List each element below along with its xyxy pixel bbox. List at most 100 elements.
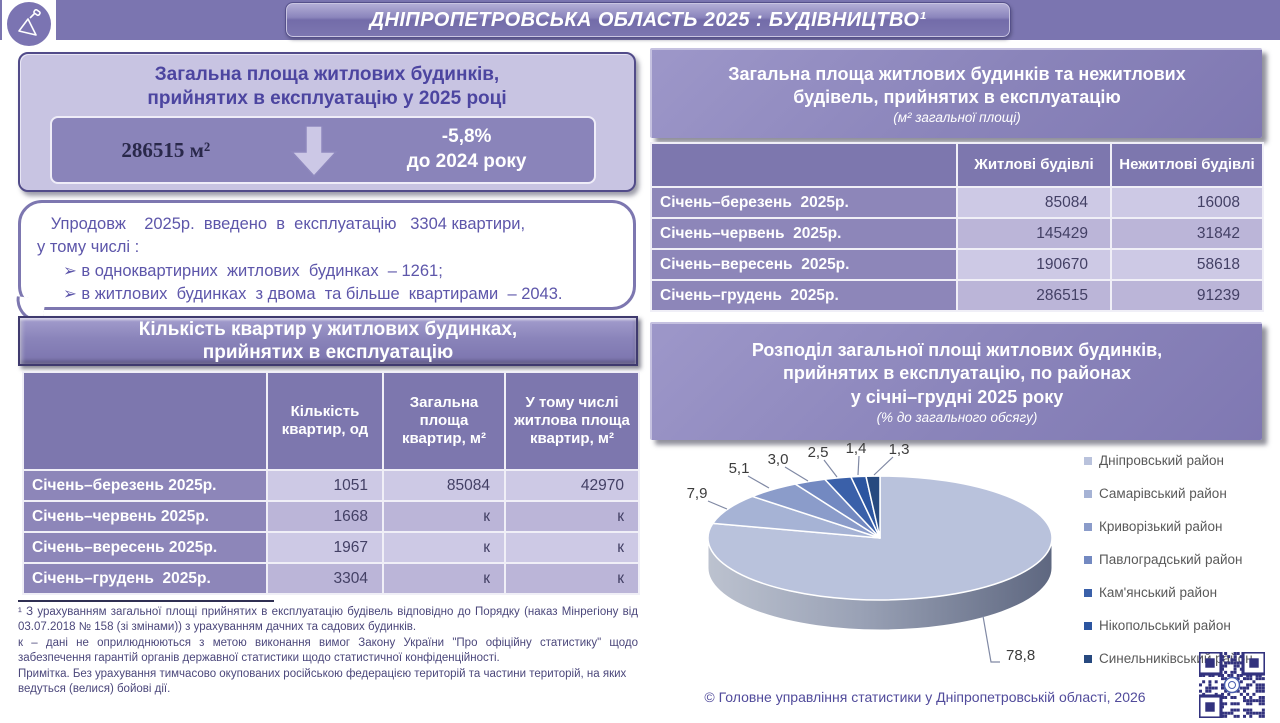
- change-percent: -5,8%: [441, 126, 492, 148]
- footnote-1: ¹ З урахуванням загальної площі прийняти…: [18, 606, 638, 634]
- pie-data-label: 1,3: [889, 441, 910, 458]
- cell-value: к: [382, 500, 506, 533]
- note-box: Упродовж 2025р. введено в експлуатацію 3…: [18, 200, 636, 310]
- trowel-icon: [7, 1, 51, 46]
- cell-value: 286515: [956, 279, 1112, 312]
- pie-legend: Дніпровський район Самарівський район Крив…: [1084, 444, 1278, 675]
- pie-data-label: 2,5: [808, 444, 829, 461]
- table-row: Січень–грудень 2025р. 286515 91239: [650, 279, 1264, 312]
- area-header-line1: Загальна площа житлових будинків та нежи…: [728, 63, 1186, 84]
- pie-data-label: 3,0: [768, 451, 789, 468]
- down-arrow-icon: [290, 125, 339, 183]
- note-bullet2: ➢ в житлових будинках з двома та більше …: [63, 285, 563, 304]
- area-header-line2: будівель, прийнятих в експлуатацію: [793, 87, 1121, 107]
- cell-value: 145429: [956, 217, 1112, 250]
- cell-value: к: [504, 500, 640, 533]
- note-line1: Упродовж 2025р. введено в експлуатацію 3…: [37, 215, 526, 233]
- cell-value: 42970: [504, 469, 640, 502]
- cell-value: к: [382, 562, 506, 595]
- pie-header-line2: прийнятих в експлуатацію, по районах: [782, 363, 1132, 384]
- row-label: Січень–вересень 2025р.: [650, 248, 958, 281]
- row-label: Січень–грудень 2025р.: [650, 279, 958, 312]
- cell-value: 58618: [1110, 248, 1264, 281]
- legend-item: Дніпровський район: [1084, 444, 1278, 477]
- table-row: Січень–березень 2025р. 1051 85084 42970: [22, 469, 640, 502]
- area-section-header: Загальна площа житлових будинків та нежи…: [650, 48, 1262, 138]
- table-row: Січень–червень 2025р. 145429 31842: [650, 217, 1264, 250]
- summary-title-line2: прийнятих в експлуатацію у 2025 році: [147, 87, 507, 109]
- legend-label: Павлоградський район: [1099, 552, 1243, 567]
- apartments-table: Кількість квартир, од Загальна площа ква…: [22, 371, 640, 595]
- page-title: ДНІПРОПЕТРОВСЬКА ОБЛАСТЬ 2025 : БУДІВНИЦ…: [369, 8, 927, 31]
- note-bullet1: ➢ в одноквартирних житлових будинках – 1…: [63, 261, 443, 280]
- leader-line: [873, 456, 894, 476]
- legend-label: Криворізький район: [1099, 519, 1223, 534]
- header-cell-residential: Житлові будівлі: [956, 142, 1112, 188]
- pie-chart: 78,8 7,9 5,1 3,0 2,5 1,4 1,3: [650, 438, 1110, 694]
- total-area-value: 286515 м²: [121, 137, 211, 162]
- header-cell-empty: [650, 142, 958, 188]
- pie-data-label: 5,1: [729, 460, 750, 477]
- cell-value: 1051: [266, 469, 384, 502]
- change-vs-previous-year: -5,8% до 2024 року: [350, 118, 583, 182]
- change-period: до 2024 року: [406, 151, 527, 172]
- row-label: Січень–березень 2025р.: [650, 186, 958, 219]
- header-cell-count: Кількість квартир, од: [266, 371, 384, 471]
- cell-value: 190670: [956, 248, 1112, 281]
- qr-code: [1197, 650, 1267, 720]
- legend-item: Нікопольський район: [1084, 609, 1278, 642]
- apartments-header-line2: прийнятих в експлуатацію: [202, 342, 454, 363]
- note-line2: у тому числі :: [37, 238, 140, 257]
- apartments-header-line1: Кількість квартир у житлових будинках,: [138, 318, 518, 340]
- cell-value: 85084: [956, 186, 1112, 219]
- legend-marker: [1084, 621, 1092, 630]
- row-label: Січень–вересень 2025р.: [22, 531, 268, 564]
- legend-item: Павлоградський район: [1084, 543, 1278, 576]
- footnote-3: Примітка. Без урахування тимчасово окупо…: [18, 667, 627, 696]
- legend-label: Самарівський район: [1099, 486, 1227, 501]
- pie-slice-1: [707, 475, 1053, 601]
- copyright-footer: © Головне управління статистики у Дніпро…: [704, 689, 1146, 705]
- table-row: Січень–вересень 2025р. 190670 58618: [650, 248, 1264, 281]
- header-cell-nonresidential: Нежитлові будівлі: [1110, 142, 1264, 188]
- cell-value: 1967: [266, 531, 384, 564]
- table-row: Січень–грудень 2025р. 3304 к к: [22, 562, 640, 595]
- title-bar: ДНІПРОПЕТРОВСЬКА ОБЛАСТЬ 2025 : БУДІВНИЦ…: [285, 2, 1011, 38]
- pie-slice-7: [865, 475, 881, 539]
- apartments-section-header: Кількість квартир у житлових будинках, п…: [18, 316, 638, 366]
- table-row: Січень–березень 2025р. 85084 16008: [650, 186, 1264, 219]
- pie-header-line3: у січні–грудні 2025 року: [850, 386, 1064, 407]
- area-header-subtitle: (м² загальної площі): [893, 110, 1021, 126]
- leader-line: [747, 475, 770, 489]
- legend-marker: [1084, 654, 1092, 663]
- pie-data-label: 78,8: [1006, 647, 1035, 664]
- table-row: Січень–вересень 2025р. 1967 к к: [22, 531, 640, 564]
- pie-header-subtitle: (% до загального обсягу): [876, 409, 1038, 425]
- cell-value: 91239: [1110, 279, 1264, 312]
- row-label: Січень–грудень 2025р.: [22, 562, 268, 595]
- cell-value: 16008: [1110, 186, 1264, 219]
- leader-line: [784, 466, 809, 482]
- legend-marker: [1084, 588, 1092, 597]
- cell-value: 85084: [382, 469, 506, 502]
- pie-data-label: 7,9: [687, 485, 708, 502]
- summary-title: Загальна площа житлових будинків, прийня…: [20, 54, 634, 111]
- header-cell-empty: [22, 371, 268, 471]
- legend-marker: [1084, 489, 1092, 498]
- summary-box: Загальна площа житлових будинків, прийня…: [18, 52, 636, 192]
- cell-value: 3304: [266, 562, 384, 595]
- header-cell-total-area: Загальна площа квартир, м²: [382, 371, 506, 471]
- leader-line: [857, 455, 860, 476]
- cell-value: к: [504, 531, 640, 564]
- legend-label: Кам'янський район: [1099, 585, 1218, 600]
- legend-item: Самарівський район: [1084, 477, 1278, 510]
- legend-item: Кам'янський район: [1084, 576, 1278, 609]
- summary-title-line1: Загальна площа житлових будинків,: [154, 64, 500, 85]
- footnotes: ¹ З урахуванням загальної площі прийняти…: [18, 600, 638, 697]
- cell-value: 1668: [266, 500, 384, 533]
- row-label: Січень–березень 2025р.: [22, 469, 268, 502]
- cell-value: к: [382, 531, 506, 564]
- cell-value: 31842: [1110, 217, 1264, 250]
- pie-header-line1: Розподіл загальної площі житлових будинк…: [751, 340, 1163, 361]
